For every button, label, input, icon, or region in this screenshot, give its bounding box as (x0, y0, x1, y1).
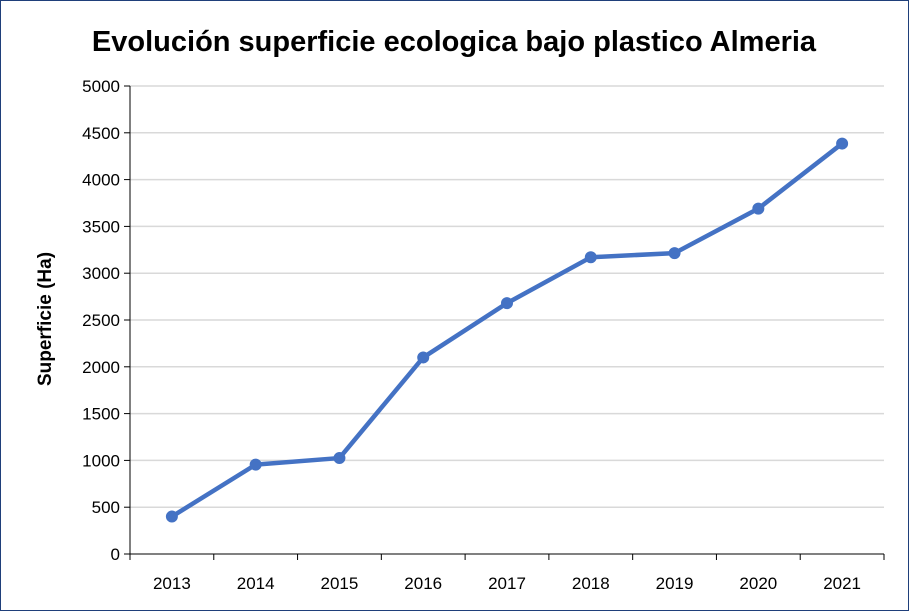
y-tick-label: 1000 (82, 451, 120, 470)
data-point-2014 (249, 458, 262, 471)
y-tick-label: 3000 (82, 264, 120, 283)
x-tick-label: 2020 (739, 574, 777, 593)
x-tick-label: 2018 (572, 574, 610, 593)
x-tick-label: 2019 (656, 574, 694, 593)
data-point-2016 (417, 351, 430, 364)
series (165, 137, 849, 523)
y-tick-label: 2000 (82, 358, 120, 377)
data-point-2018 (584, 251, 597, 264)
y-tick-labels: 0 500 1000 1500 2000 2500 3000 3500 4000 4500 5000 (82, 77, 120, 564)
x-tick-label: 2014 (237, 574, 275, 593)
gridlines (130, 85, 884, 508)
y-tick-label: 5000 (82, 77, 120, 96)
x-tick-label: 2015 (321, 574, 359, 593)
chart-title: Evolución superficie ecologica bajo plas… (92, 26, 817, 58)
x-tick-label: 2013 (153, 574, 191, 593)
data-point-2019 (668, 247, 681, 260)
y-tick-label: 4500 (82, 124, 120, 143)
x-tick-labels: 2013 2014 2015 2016 2017 2018 2019 2020 2021 (153, 574, 861, 593)
y-tick-label: 3500 (82, 217, 120, 236)
axes (124, 85, 885, 560)
y-tick-label: 1500 (82, 405, 120, 424)
data-point-2020 (752, 202, 765, 215)
x-tick-label: 2017 (488, 574, 526, 593)
y-tick-label: 4000 (82, 171, 120, 190)
data-point-2013 (165, 510, 178, 523)
y-tick-label: 500 (92, 498, 120, 517)
data-point-2015 (333, 452, 346, 465)
y-axis-title: Superficie (Ha) (35, 252, 56, 386)
x-tick-label: 2021 (823, 574, 861, 593)
y-tick-label: 0 (111, 545, 120, 564)
x-tick-label: 2016 (404, 574, 442, 593)
data-point-2017 (501, 297, 513, 310)
data-point-2021 (836, 137, 849, 150)
y-tick-label: 2500 (82, 311, 120, 330)
